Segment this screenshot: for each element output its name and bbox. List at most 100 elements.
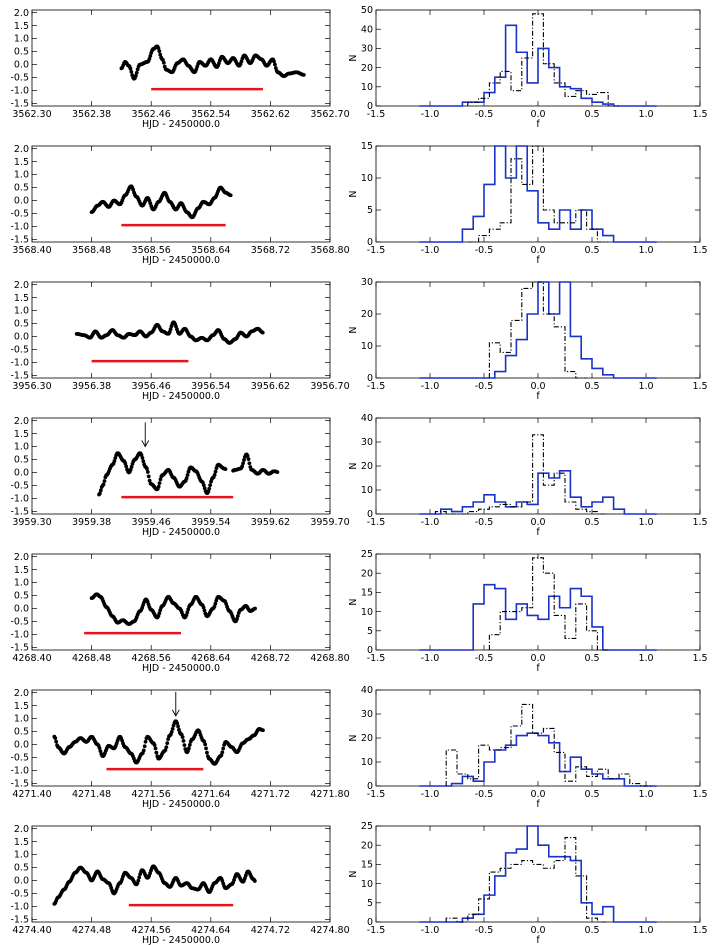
data-point: [166, 737, 171, 742]
y-axis-label: N: [348, 326, 359, 333]
y-tick-label: 0.0: [14, 60, 29, 71]
y-tick-label: 10: [361, 485, 373, 496]
y-tick-label: -1.5: [10, 643, 29, 654]
hist-2-panel: -1.5 -1.0 -0.5 0.0 0.5 1.0 1.5 0 5 10 15 f N: [348, 141, 708, 266]
data-point: [157, 611, 162, 616]
y-tick-label: 15: [361, 588, 373, 599]
lc-2-panel: 3568.40 3568.48 3568.56 3568.64 3568.72 3568.…: [10, 144, 349, 266]
x-axis-label: f: [536, 935, 540, 945]
y-tick-label: 20: [361, 568, 373, 579]
histogram-solid: [419, 145, 657, 243]
y-tick-label: 10: [361, 879, 373, 890]
y-tick-label: 0.0: [14, 468, 29, 479]
data-point: [129, 69, 134, 74]
data-point: [146, 474, 151, 479]
hist-7-panel: -1.5 -1.0 -0.5 0.0 0.5 1.0 1.5 0 5 10 15 20 25 f N: [348, 821, 708, 945]
hist-3-panel: -1.5 -1.0 -0.5 0.0 0.5 1.0 1.5 0 10 20 30 f N: [348, 277, 708, 402]
x-tick-label: 3956.54: [191, 381, 230, 392]
y-tick-label: 5: [367, 626, 373, 637]
x-tick-label: 3959.38: [72, 517, 111, 528]
histogram-solid: [419, 281, 657, 379]
y-tick-label: -1.5: [10, 915, 29, 926]
data-point: [164, 745, 169, 750]
y-tick-label: -1.0: [10, 86, 29, 97]
lc-2-points: [89, 184, 233, 220]
y-tick-label: 0.0: [14, 332, 29, 343]
data-point: [142, 744, 147, 749]
y-tick-label: 1.5: [14, 837, 29, 848]
x-tick-label: -0.5: [475, 925, 494, 936]
y-tick-label: 0: [367, 645, 373, 656]
histogram-solid: [419, 24, 657, 107]
y-tick-label: 1.0: [14, 714, 29, 725]
x-tick-label: -0.5: [475, 517, 494, 528]
y-tick-label: 10: [361, 757, 373, 768]
x-tick-label: 3562.70: [310, 109, 349, 120]
x-tick-label: 3568.48: [72, 245, 111, 256]
x-tick-label: 4271.64: [191, 789, 230, 800]
y-tick-label: 0.5: [14, 863, 29, 874]
y-tick-label: 0.0: [14, 740, 29, 751]
y-axis-label: N: [348, 54, 359, 61]
data-point: [175, 721, 180, 726]
y-tick-label: 1.5: [14, 21, 29, 32]
data-point: [180, 735, 185, 739]
data-point: [136, 878, 141, 883]
data-point: [141, 459, 146, 464]
y-tick-label: 1.5: [14, 293, 29, 304]
y-tick-label: 0.0: [14, 604, 29, 615]
x-tick-label: 3568.40: [12, 245, 51, 256]
x-tick-label: 4271.80: [310, 789, 349, 800]
data-point: [228, 193, 233, 198]
data-point: [135, 67, 140, 72]
lc-6-panel: 4271.40 4271.48 4271.56 4271.64 4271.72 4271.…: [10, 688, 349, 810]
x-tick-label: -0.5: [475, 245, 494, 256]
y-tick-label: 40: [361, 685, 373, 696]
x-tick-label: 4274.80: [310, 925, 349, 936]
y-tick-label: 0: [367, 373, 373, 384]
x-tick-label: -1.5: [367, 925, 386, 936]
data-point: [260, 330, 265, 335]
y-tick-label: 20: [361, 63, 373, 74]
data-point: [148, 54, 153, 58]
y-tick-label: -1.5: [10, 371, 29, 382]
x-tick-label: 1.0: [638, 653, 653, 664]
data-point: [176, 724, 180, 729]
x-tick-label: 1.0: [638, 109, 653, 120]
x-tick-label: 1.0: [638, 381, 653, 392]
data-point: [213, 601, 218, 606]
x-tick-label: 4271.72: [251, 789, 290, 800]
data-point: [261, 728, 265, 733]
x-tick-label: -1.0: [421, 517, 440, 528]
data-point: [223, 467, 228, 472]
data-point: [205, 750, 209, 755]
x-tick-label: 0.5: [584, 517, 599, 528]
y-axis-label: N: [348, 190, 359, 197]
histogram-solid: [419, 470, 657, 515]
x-axis-label: HJD - 2450000.0: [142, 663, 220, 674]
x-tick-label: 0.0: [530, 789, 545, 800]
y-tick-label: 25: [361, 549, 373, 560]
data-point: [301, 72, 306, 77]
x-tick-label: 4268.48: [72, 653, 111, 664]
x-axis-label: f: [536, 255, 540, 266]
x-tick-label: 1.0: [638, 789, 653, 800]
y-tick-label: 0.5: [14, 591, 29, 602]
histogram-dashdot: [434, 434, 609, 515]
hist-6-frame: [375, 689, 701, 787]
data-point: [207, 486, 212, 491]
x-tick-label: 0.5: [584, 245, 599, 256]
x-tick-label: 4268.80: [310, 653, 349, 664]
data-point: [242, 458, 246, 462]
y-tick-label: 1.0: [14, 442, 29, 453]
y-tick-label: 30: [361, 277, 373, 288]
data-point: [123, 461, 128, 466]
x-tick-label: 1.0: [638, 925, 653, 936]
x-tick-label: -1.5: [367, 109, 386, 120]
y-tick-label: -0.5: [10, 753, 29, 764]
x-tick-label: 0.0: [530, 245, 545, 256]
x-tick-label: 3568.64: [191, 245, 230, 256]
hist-6-panel: -1.5 -1.0 -0.5 0.0 0.5 1.0 1.5 0 10 20 30 40 f N: [348, 685, 708, 810]
x-tick-label: 3959.70: [310, 517, 349, 528]
